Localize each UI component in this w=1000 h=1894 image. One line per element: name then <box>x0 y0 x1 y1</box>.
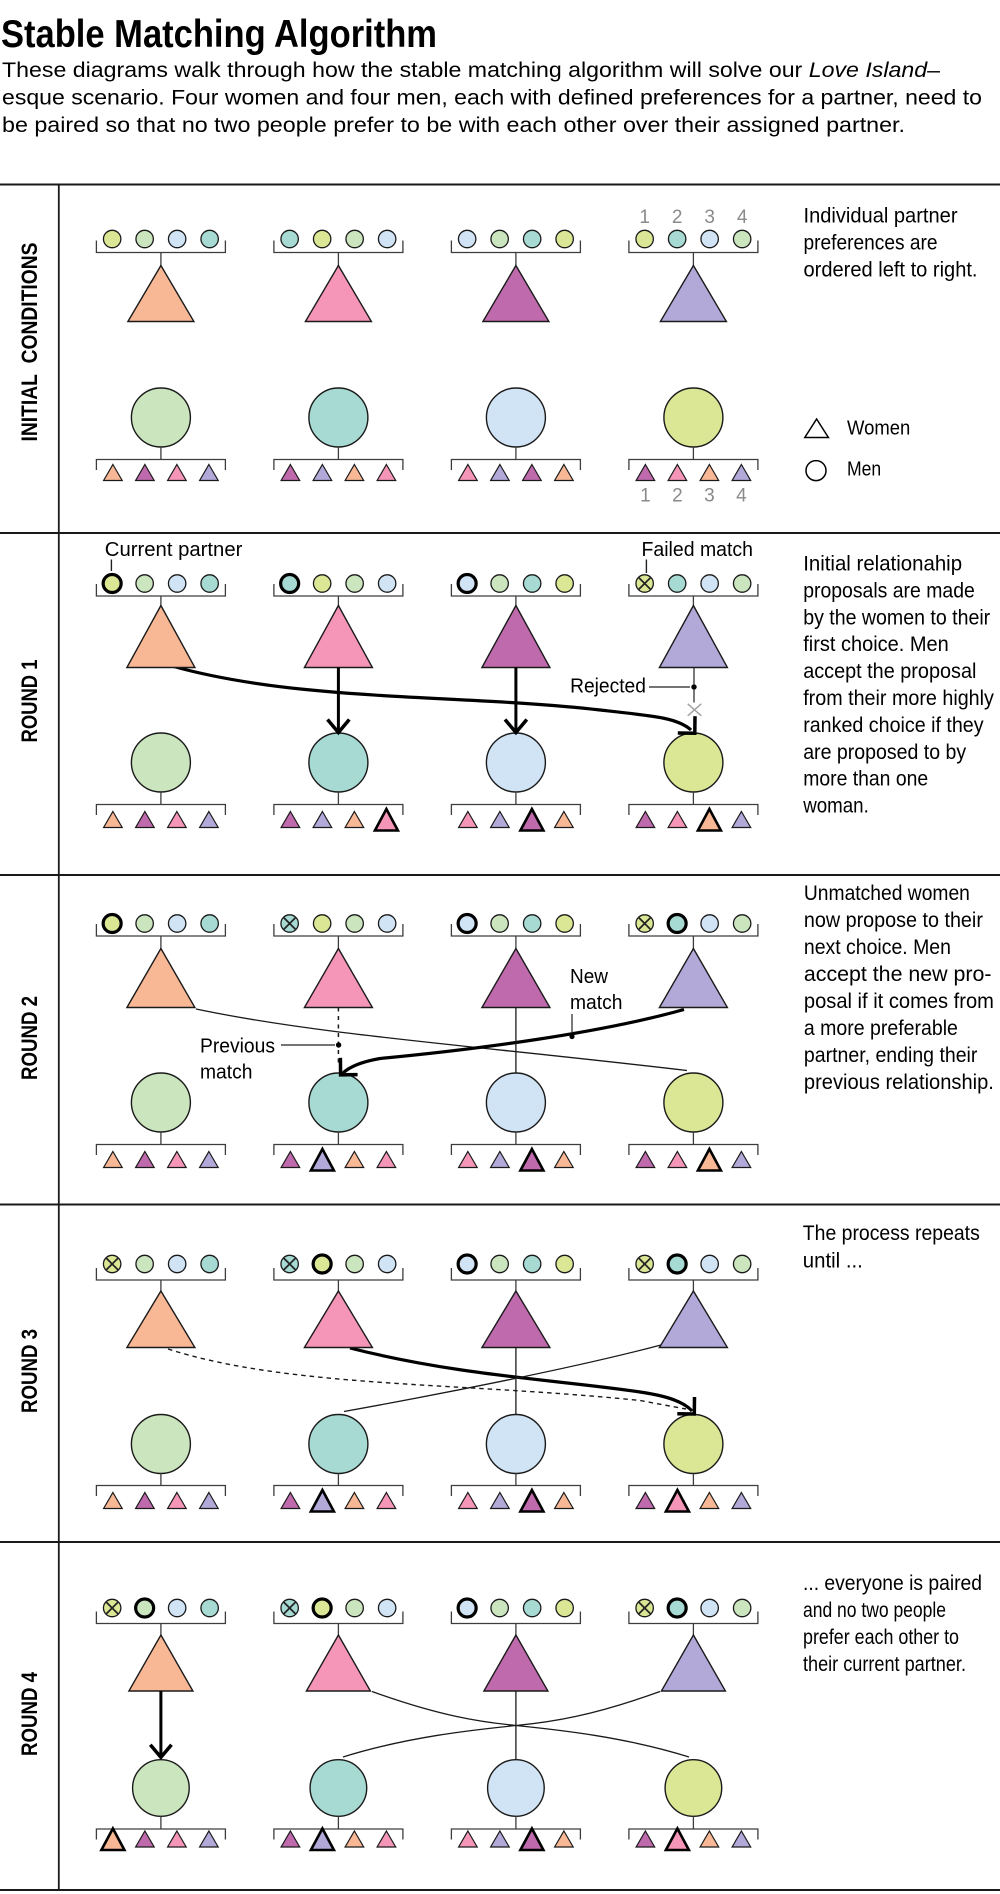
svg-text:4: 4 <box>737 207 748 228</box>
svg-text:a more preferable: a more preferable <box>804 1016 958 1040</box>
svg-text:Rejected: Rejected <box>570 676 646 698</box>
svg-text:ROUND 3: ROUND 3 <box>17 1329 42 1413</box>
svg-text:now propose to their: now propose to their <box>804 908 983 932</box>
svg-text:more than one: more than one <box>803 767 928 791</box>
svg-text:accept the proposal: accept the proposal <box>803 659 976 683</box>
svg-text:Individual partner: Individual partner <box>804 204 958 228</box>
svg-text:ordered left to right.: ordered left to right. <box>804 258 978 282</box>
svg-text:4: 4 <box>736 486 747 507</box>
svg-text:from their more highly: from their more highly <box>803 686 994 710</box>
svg-text:are proposed to by: are proposed to by <box>803 740 966 764</box>
svg-text:3: 3 <box>704 207 715 228</box>
svg-text:Failed match: Failed match <box>642 539 754 561</box>
svg-text:Men: Men <box>847 459 881 481</box>
svg-text:ranked choice if they: ranked choice if they <box>803 713 984 737</box>
svg-text:preferences are: preferences are <box>804 231 938 255</box>
svg-text:These diagrams walk through ho: These diagrams walk through how the stab… <box>2 59 940 82</box>
svg-text:2: 2 <box>672 207 683 228</box>
svg-text:... everyone is paired: ... everyone is paired <box>803 1571 982 1595</box>
svg-text:first choice. Men: first choice. Men <box>803 632 949 656</box>
svg-text:1: 1 <box>639 207 650 228</box>
svg-text:match: match <box>200 1062 253 1084</box>
svg-text:woman.: woman. <box>802 794 868 818</box>
svg-text:posal if it comes from: posal if it comes from <box>804 989 994 1013</box>
svg-text:their current partner.: their current partner. <box>803 1652 966 1676</box>
svg-text:2: 2 <box>672 486 683 507</box>
svg-text:Stable Matching Algorithm: Stable Matching Algorithm <box>1 13 437 56</box>
svg-text:1: 1 <box>640 486 651 507</box>
svg-text:next choice. Men: next choice. Men <box>804 935 951 959</box>
svg-text:match: match <box>570 992 623 1014</box>
svg-text:ROUND 2: ROUND 2 <box>17 996 42 1080</box>
svg-text:partner, ending their: partner, ending their <box>804 1043 978 1067</box>
svg-text:previous relationship.: previous relationship. <box>804 1070 994 1094</box>
svg-text:3: 3 <box>704 486 715 507</box>
svg-text:and no two people: and no two people <box>803 1598 946 1622</box>
svg-text:Previous: Previous <box>200 1036 275 1058</box>
svg-text:ROUND 4: ROUND 4 <box>17 1671 42 1756</box>
svg-text:New: New <box>570 966 609 988</box>
svg-text:prefer each other to: prefer each other to <box>803 1625 959 1649</box>
svg-text:The process repeats: The process repeats <box>803 1221 980 1245</box>
svg-text:Current partner: Current partner <box>105 539 243 561</box>
svg-text:ROUND 1: ROUND 1 <box>17 660 42 743</box>
svg-text:Initial relationahip: Initial relationahip <box>803 552 962 576</box>
svg-text:esque scenario. Four women and: esque scenario. Four women and four men,… <box>2 87 982 110</box>
svg-text:be paired so that no two peopl: be paired so that no two people prefer t… <box>2 114 905 137</box>
svg-text:until ...: until ... <box>803 1249 863 1273</box>
svg-text:Unmatched women: Unmatched women <box>804 881 970 905</box>
svg-text:by the women to their: by the women to their <box>803 605 990 629</box>
svg-text:proposals are made: proposals are made <box>803 578 975 602</box>
svg-text:INITIAL CONDITIONS: INITIAL CONDITIONS <box>17 243 42 442</box>
svg-text:accept the new pro-: accept the new pro- <box>804 962 992 986</box>
svg-text:Women: Women <box>847 418 910 440</box>
